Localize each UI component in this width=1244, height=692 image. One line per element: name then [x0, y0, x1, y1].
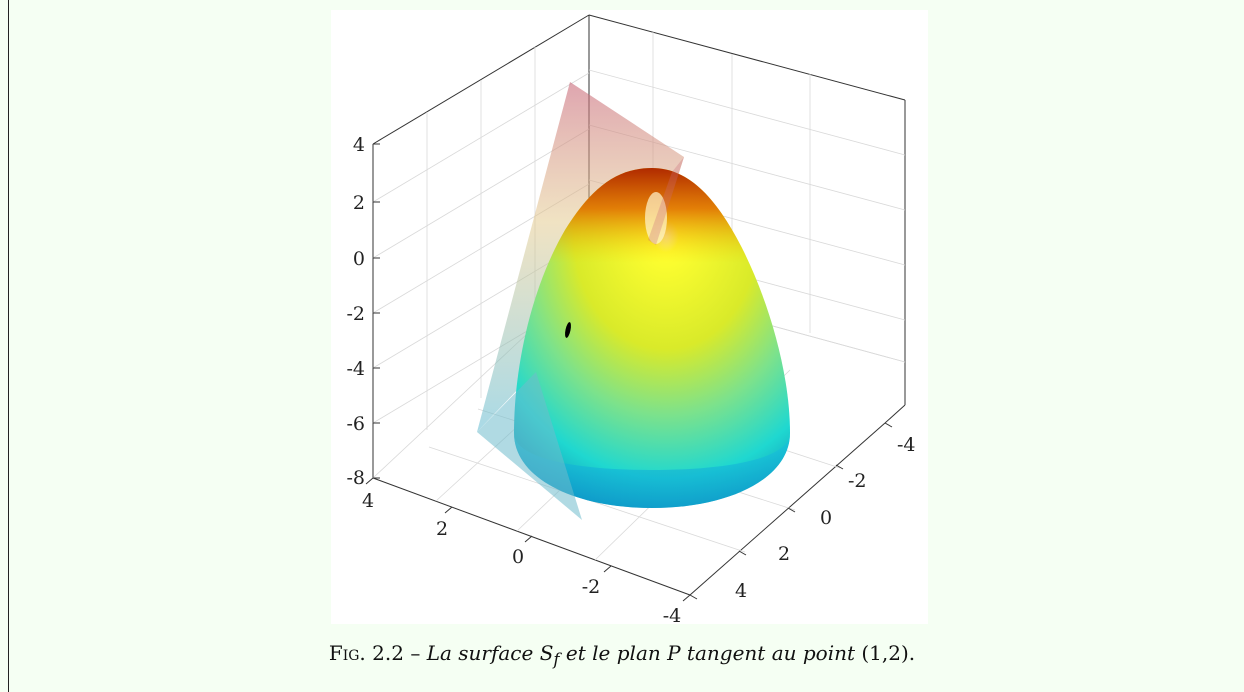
- figure-label: Fig. 2.2: [328, 641, 404, 665]
- x-tick-neg2: -2: [582, 576, 601, 598]
- y-tick-2: 2: [778, 543, 790, 565]
- z-tick-neg6: -6: [346, 413, 365, 435]
- caption-separator: –: [403, 641, 427, 665]
- x-tick-neg4: -4: [663, 605, 682, 627]
- caption-period: .: [908, 641, 916, 665]
- z-tick-2: 2: [353, 192, 365, 214]
- caption-plane-symbol: P: [667, 641, 681, 665]
- caption-surface-symbol: S: [539, 641, 554, 665]
- x-axis-tick-labels: 4 2 0 -2 -4: [362, 490, 681, 627]
- z-tick-neg2: -2: [346, 303, 365, 325]
- tangent-plane-front: [477, 372, 582, 520]
- surface-base: [514, 433, 790, 508]
- y-axis-tick-labels: -4 -2 0 2 4: [735, 434, 916, 602]
- z-axis-ticks: [373, 143, 380, 479]
- y-tick-neg4: -4: [897, 434, 916, 456]
- y-tick-0: 0: [820, 507, 832, 529]
- surface-highlight: [645, 192, 667, 244]
- x-axis-ticks: [365, 477, 691, 602]
- page-left-rule: [8, 0, 9, 692]
- x-tick-2: 2: [436, 518, 448, 540]
- x-tick-4: 4: [362, 490, 374, 512]
- caption-text-start: La surface: [426, 641, 540, 665]
- caption-text-end: tangent au point: [680, 641, 862, 665]
- surface-dome-top: [514, 168, 790, 508]
- z-tick-0: 0: [353, 248, 365, 270]
- z-tick-neg8: -8: [346, 467, 365, 489]
- y-tick-4: 4: [735, 580, 747, 602]
- y-axis-ticks: [689, 422, 893, 600]
- x-tick-0: 0: [512, 546, 524, 568]
- tangent-plane-upper: [648, 157, 684, 245]
- tangent-point-marker: [565, 322, 571, 338]
- caption-surface-subscript: f: [553, 650, 560, 669]
- y-tick-neg2: -2: [848, 470, 867, 492]
- z-tick-neg4: -4: [346, 358, 365, 380]
- z-axis-tick-labels: 4 2 0 -2 -4 -6 -8: [346, 134, 365, 489]
- figure-caption: Fig. 2.2 – La surface Sf et le plan P ta…: [0, 641, 1244, 669]
- caption-text-mid: et le plan: [559, 641, 668, 665]
- caption-point: (1,2): [861, 641, 909, 665]
- z-tick-4: 4: [353, 134, 365, 156]
